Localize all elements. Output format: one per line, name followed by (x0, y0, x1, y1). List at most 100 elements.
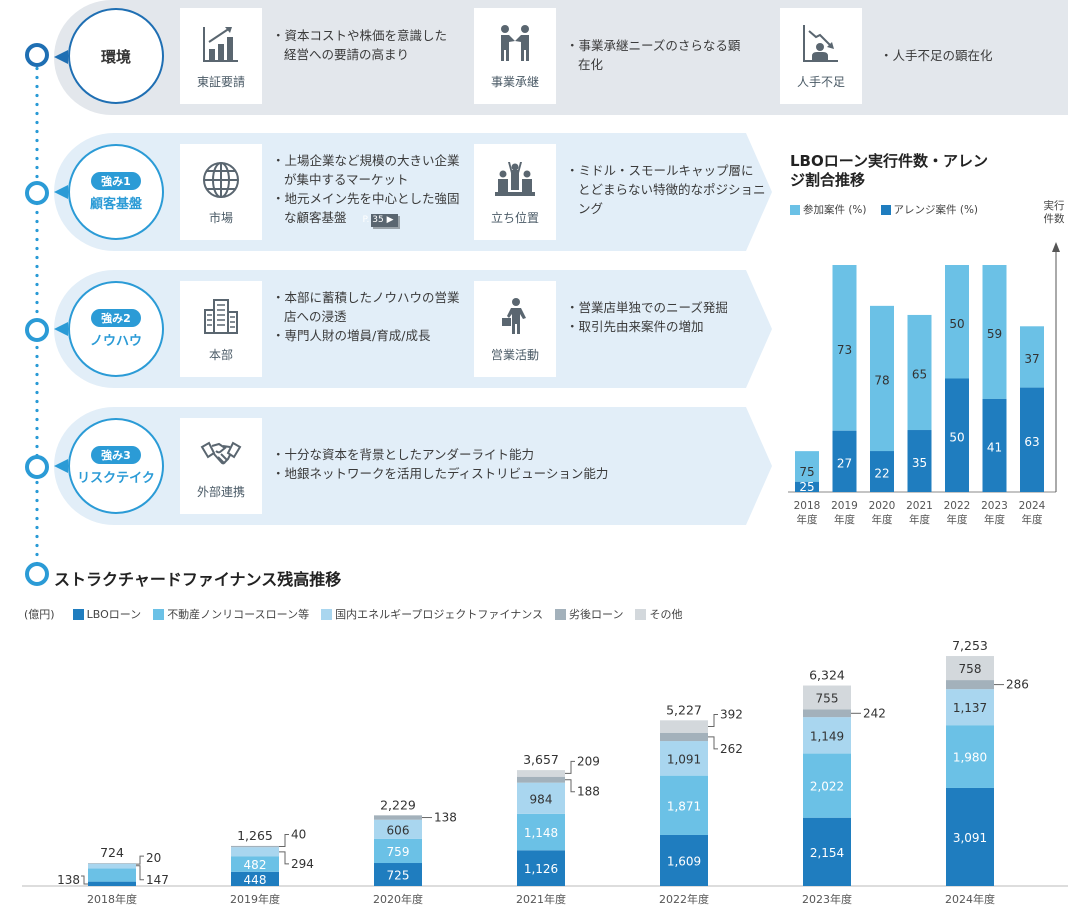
data-label-participation: 50 (949, 317, 964, 331)
icon-label: 事業承継 (490, 74, 539, 89)
legend-item-lbo: LBOローン (72, 606, 141, 622)
callout-label: 294 (291, 857, 314, 871)
strength-title: ノウハウ (89, 334, 142, 349)
segment-value-label: 755 (816, 691, 839, 705)
bullet-item: ・資本コストや株価を意識した経営への要請の高まり (272, 28, 448, 62)
bar-segment-3 (88, 863, 136, 869)
bar-arrangement (1020, 387, 1044, 492)
x-tick-label-year: 2022 (944, 500, 971, 512)
bullet-item: ・取引先由来案件の増加 (566, 319, 704, 334)
x-tick-label-suffix: 年度 (909, 513, 930, 526)
icon-box-headquarters: 本部 (180, 281, 262, 377)
callout-leader-line (81, 875, 88, 885)
callout-label: 262 (720, 742, 743, 756)
data-label-participation: 78 (874, 373, 889, 387)
bar-segment-5 (660, 720, 708, 733)
callout-leader-line (136, 865, 144, 881)
data-label-participation: 73 (837, 343, 852, 357)
x-tick-label-year: 2024 (1019, 500, 1046, 512)
segment-value-label: 1,126 (524, 862, 558, 876)
lbo-chart-legend: 参加案件 (%) アレンジ案件 (%) (790, 202, 992, 217)
x-tick-label-year: 2021 (906, 500, 933, 512)
bullet-item: ・ミドル・スモールキャップ層にとどまらない特徴的なポジショニング (566, 163, 766, 216)
bar-segment-1 (374, 863, 422, 886)
bullet-list: ・人手不足の顕在化 (880, 46, 1060, 65)
x-tick-label-year: 2020 (869, 500, 896, 512)
icon-box-tse-request: 東証要請 (180, 8, 262, 104)
data-label-arrangement: 41 (987, 440, 1002, 454)
icon-label: 営業活動 (490, 347, 539, 362)
bar-segment-5 (946, 656, 994, 681)
bullet-list: ・資本コストや株価を意識した経営への要請の高まり (272, 26, 452, 64)
page-reference-link[interactable]: P. 35 ▶ (363, 214, 398, 227)
total-label: 5,227 (666, 702, 702, 717)
total-label: 6,324 (809, 668, 845, 683)
strength-row-2: 強み2 ノウハウ 本部 ・本部に蓄積したノウハウの営業店への浸透 ・専門人財の増… (54, 270, 774, 388)
bullet-item: ・専門人財の増員/育成/成長 (272, 328, 431, 343)
legend-swatch (635, 608, 647, 620)
segment-value-label: 1,149 (810, 729, 844, 743)
callout-leader-line (565, 779, 575, 793)
bar-participation (1020, 326, 1044, 388)
badge-pointer (54, 185, 68, 199)
legend-item-other: その他 (635, 606, 682, 622)
callout-label: 188 (577, 785, 600, 799)
timeline-node-strength-1 (25, 181, 49, 205)
data-label-arrangement: 50 (949, 430, 964, 444)
segment-value-label: 1,980 (953, 751, 987, 765)
bar-participation (870, 305, 894, 452)
rising-bar-chart-icon (203, 26, 238, 62)
bar-segment-2 (946, 725, 994, 788)
bar-participation (795, 451, 819, 482)
bar-segment-1 (231, 871, 279, 886)
timeline-dotted-line (35, 64, 39, 564)
bullet-list: ・本部に蓄積したノウハウの営業店への浸透 ・専門人財の増員/育成/成長 (272, 288, 472, 345)
strength-title: 顧客基盤 (89, 197, 142, 212)
icon-label: 東証要請 (196, 74, 245, 89)
bullet-item: ・本部に蓄積したノウハウの営業店への浸透 (272, 290, 460, 324)
x-tick-label-year: 2019 (831, 500, 858, 512)
callout-leader-line (279, 851, 289, 865)
bar-segment-3 (660, 741, 708, 776)
legend-swatch (72, 608, 84, 620)
callout-label: 242 (863, 706, 886, 720)
total-label: 2,229 (380, 797, 416, 812)
strength-badge-2: 強み2 ノウハウ (68, 281, 164, 377)
bar-participation (907, 314, 932, 431)
badge-pointer (54, 322, 68, 336)
segment-value-label: 984 (530, 792, 553, 806)
x-tick-label: 2024年度 (945, 892, 995, 906)
environment-row: 環境 東証要請 ・資本コストや株価を意識した経営への要請の高まり 事業承継 ・事… (54, 0, 1068, 115)
callout-label: 392 (720, 708, 743, 722)
legend-item-arrangement: アレンジ案件 (%) (880, 202, 978, 217)
segment-value-label: 482 (244, 858, 267, 872)
bar-segment-5 (517, 770, 565, 777)
data-label-participation: 65 (912, 367, 927, 381)
bar-segment-1 (803, 817, 851, 886)
legend-swatch (790, 204, 800, 215)
bullet-item: ・営業店単独でのニーズ発掘 (566, 300, 728, 315)
bar-segment-5 (803, 685, 851, 710)
timeline-node-environment (25, 43, 49, 67)
legend-swatch (880, 204, 891, 215)
bar-arrangement (795, 481, 819, 492)
strength-row-3: 強み3 リスクテイク 外部連携 ・十分な資本を背景としたアンダーライト能力 ・地… (54, 407, 774, 525)
x-tick-label-year: 2018 (794, 500, 821, 512)
segment-value-label: 3,091 (953, 831, 987, 845)
bar-segment-2 (231, 856, 279, 872)
bullet-item: ・地銀ネットワークを活用したディストリビューション能力 (272, 466, 609, 481)
icon-box-sales-activity: 営業活動 (474, 281, 556, 377)
legend-item-energy: 国内エネルギープロジェクトファイナンス (321, 606, 543, 622)
strength-pill: 強み2 (91, 309, 141, 327)
x-tick-label-suffix: 年度 (872, 513, 893, 526)
data-label-arrangement: 22 (874, 467, 889, 481)
icon-label: 外部連携 (196, 484, 245, 499)
strength-badge-1: 強み1 顧客基盤 (68, 144, 164, 240)
legend-swatch (153, 608, 165, 620)
segment-value-label: 1,148 (524, 826, 558, 840)
bar-segment-2 (517, 813, 565, 851)
total-label: 1,265 (237, 828, 273, 843)
x-tick-label: 2022年度 (659, 892, 709, 906)
timeline-node-section (25, 562, 49, 586)
callout-label: 286 (1006, 678, 1029, 692)
